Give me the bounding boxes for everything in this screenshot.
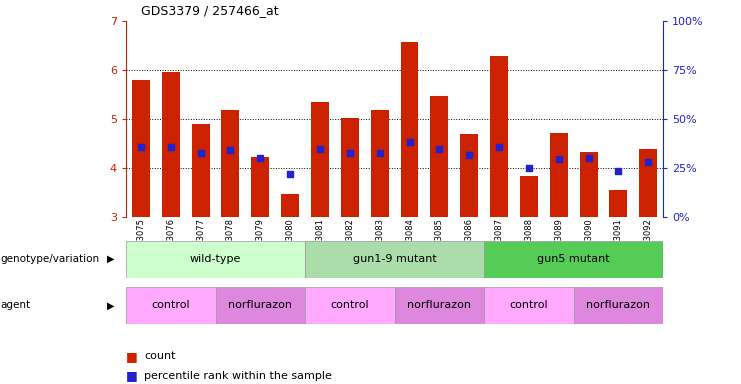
Text: gun1-9 mutant: gun1-9 mutant [353, 254, 436, 264]
Point [165, 144, 176, 150]
Bar [251, 157, 269, 217]
Bar [311, 102, 329, 217]
Bar [341, 118, 359, 217]
Bar [192, 124, 210, 217]
Bar [305, 287, 394, 324]
Bar [132, 80, 150, 217]
Bar [305, 241, 484, 278]
Bar [579, 152, 597, 217]
Text: norflurazon: norflurazon [586, 300, 651, 310]
Point [433, 146, 445, 152]
Bar [370, 110, 388, 217]
Bar [162, 71, 180, 217]
Point [135, 144, 147, 151]
Point [613, 168, 625, 174]
Bar [216, 287, 305, 324]
Text: count: count [144, 351, 176, 361]
Bar [281, 194, 299, 217]
Point [493, 144, 505, 150]
Bar [490, 56, 508, 217]
Point [344, 150, 356, 156]
Bar [609, 190, 628, 217]
Text: ▶: ▶ [107, 254, 115, 264]
Point [642, 159, 654, 165]
Bar [394, 287, 484, 324]
Point [254, 155, 266, 161]
Bar [574, 287, 663, 324]
Point [582, 155, 594, 161]
Point [404, 139, 416, 145]
Text: GDS3379 / 257466_at: GDS3379 / 257466_at [141, 4, 279, 17]
Point [373, 150, 385, 156]
Point [553, 156, 565, 162]
Text: agent: agent [1, 300, 31, 310]
Text: ■: ■ [126, 369, 138, 382]
Bar [639, 149, 657, 217]
Text: gun5 mutant: gun5 mutant [537, 254, 610, 264]
Bar [460, 134, 478, 217]
Bar [520, 176, 538, 217]
Text: control: control [510, 300, 548, 310]
Text: norflurazon: norflurazon [228, 300, 292, 310]
Text: ▶: ▶ [107, 300, 115, 310]
Point [523, 165, 535, 171]
Bar [222, 110, 239, 217]
Text: wild-type: wild-type [190, 254, 241, 264]
Bar [484, 241, 663, 278]
Text: control: control [330, 300, 369, 310]
Bar [484, 287, 574, 324]
Text: genotype/variation: genotype/variation [1, 254, 100, 264]
Bar [126, 287, 216, 324]
Point [463, 152, 475, 158]
Text: percentile rank within the sample: percentile rank within the sample [144, 371, 333, 381]
Point [314, 146, 326, 152]
Text: norflurazon: norflurazon [408, 300, 471, 310]
Bar [126, 241, 305, 278]
Text: control: control [151, 300, 190, 310]
Text: ■: ■ [126, 350, 138, 363]
Point [225, 147, 236, 153]
Bar [550, 133, 568, 217]
Bar [401, 42, 419, 217]
Bar [431, 96, 448, 217]
Point [285, 171, 296, 177]
Point [195, 150, 207, 156]
